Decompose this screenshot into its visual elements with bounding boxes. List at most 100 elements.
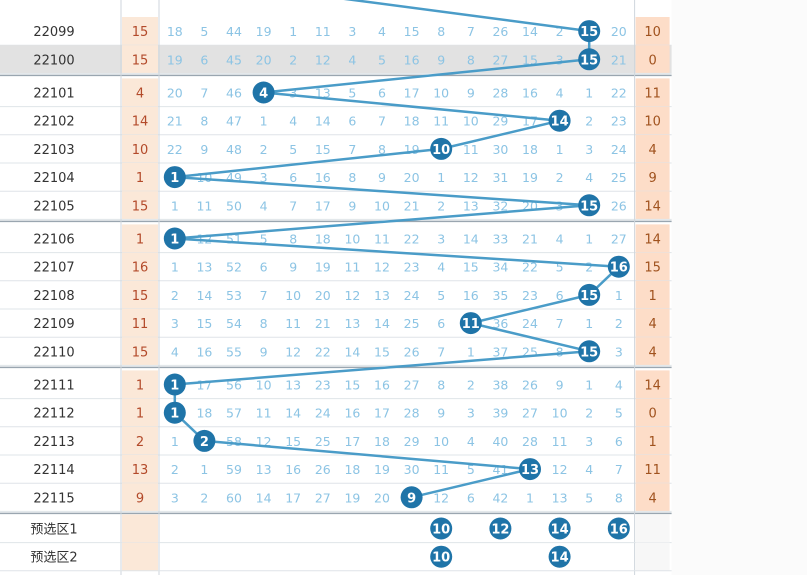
miss-count: 17: [374, 406, 390, 421]
miss-count: 3: [556, 198, 564, 213]
miss-count: 9: [200, 142, 208, 157]
miss-count: 34: [492, 260, 508, 275]
period-label: 22111: [33, 379, 74, 394]
value-label: 15: [132, 53, 149, 68]
miss-count: 37: [492, 344, 508, 359]
tail-value: 4: [648, 317, 656, 332]
miss-count: 23: [404, 260, 420, 275]
miss-count: 9: [556, 378, 564, 393]
miss-count: 1: [437, 170, 445, 185]
value-cell-bg: [122, 17, 158, 46]
miss-count: 47: [226, 114, 242, 129]
miss-count: 14: [196, 288, 212, 303]
number-ball: [548, 109, 571, 132]
miss-count: 11: [285, 316, 301, 331]
miss-count: 16: [374, 378, 390, 393]
miss-count: 19: [167, 52, 183, 67]
tail-cell-bg: [635, 337, 670, 366]
period-label: 22109: [33, 317, 74, 332]
miss-count: 1: [467, 344, 475, 359]
miss-count: 15: [404, 24, 420, 39]
ball-number: 15: [580, 53, 598, 68]
preselect-ball: [430, 545, 453, 568]
miss-count: 4: [556, 232, 564, 247]
miss-count: 11: [463, 142, 479, 157]
period-label: 22112: [33, 407, 74, 422]
miss-count: 8: [260, 316, 268, 331]
miss-count: 3: [289, 86, 297, 101]
miss-count: 10: [552, 406, 568, 421]
miss-count: 1: [585, 316, 593, 331]
tail-cell-bg: [635, 78, 670, 107]
tail-value: 9: [648, 171, 656, 186]
tail-cell-bg: [635, 370, 670, 399]
period-label: 22108: [33, 289, 74, 304]
miss-count: 15: [463, 260, 479, 275]
miss-count: 6: [200, 52, 208, 67]
miss-count: 14: [522, 24, 538, 39]
miss-count: 25: [404, 316, 420, 331]
miss-count: 13: [256, 462, 272, 477]
tail-cell-bg: [635, 309, 670, 338]
miss-count: 1: [171, 434, 179, 449]
value-cell-bg: [122, 163, 158, 192]
period-label: 22115: [33, 491, 74, 506]
miss-count: 15: [374, 344, 390, 359]
preselect-label: 预选区1: [30, 523, 77, 538]
miss-count: 1: [289, 24, 297, 39]
miss-count: 2: [585, 114, 593, 129]
miss-count: 6: [378, 86, 386, 101]
tail-value: 4: [648, 143, 656, 158]
miss-count: 25: [315, 434, 331, 449]
miss-count: 15: [285, 434, 301, 449]
trend-segment: [204, 439, 531, 471]
value-label: 2: [136, 435, 144, 450]
value-cell-bg: [122, 337, 158, 366]
miss-count: 7: [437, 344, 445, 359]
miss-count: 2: [467, 378, 475, 393]
period-label: 22103: [33, 143, 74, 158]
miss-count: 21: [404, 198, 420, 213]
tail-value: 10: [644, 115, 661, 130]
miss-count: 20: [374, 490, 390, 505]
tail-value: 15: [644, 261, 661, 276]
miss-count: 7: [348, 142, 356, 157]
value-label: 10: [132, 143, 149, 158]
miss-count: 44: [226, 24, 242, 39]
miss-count: 26: [492, 24, 508, 39]
miss-count: 12: [552, 462, 568, 477]
ball-number: 15: [580, 199, 598, 214]
miss-count: 5: [260, 232, 268, 247]
miss-count: 27: [492, 52, 508, 67]
value-label: 4: [136, 87, 144, 102]
miss-count: 11: [315, 24, 331, 39]
number-ball: [163, 401, 186, 424]
value-label: 1: [136, 379, 144, 394]
period-label: 22101: [33, 87, 74, 102]
miss-count: 17: [196, 378, 212, 393]
miss-count: 25: [611, 170, 627, 185]
miss-count: 57: [226, 406, 242, 421]
preselect-ball: [548, 517, 571, 540]
number-ball: [163, 227, 186, 250]
miss-count: 27: [611, 232, 627, 247]
miss-count: 26: [522, 378, 538, 393]
miss-count: 29: [492, 114, 508, 129]
number-ball: [400, 486, 423, 509]
miss-count: 11: [196, 198, 212, 213]
tail-cell-bg: [635, 163, 670, 192]
value-cell-bg: [122, 78, 158, 107]
miss-count: 20: [315, 288, 331, 303]
miss-count: 14: [463, 232, 479, 247]
ball-number: 15: [580, 25, 598, 40]
miss-count: 8: [289, 232, 297, 247]
miss-count: 8: [615, 490, 623, 505]
preselect-ball: [548, 545, 571, 568]
miss-count: 9: [437, 406, 445, 421]
number-ball: [193, 429, 216, 452]
miss-count: 2: [556, 170, 564, 185]
tail-value: 4: [648, 491, 656, 506]
trend-segment: [174, 175, 590, 207]
number-ball: [607, 255, 630, 278]
miss-count: 12: [344, 288, 360, 303]
